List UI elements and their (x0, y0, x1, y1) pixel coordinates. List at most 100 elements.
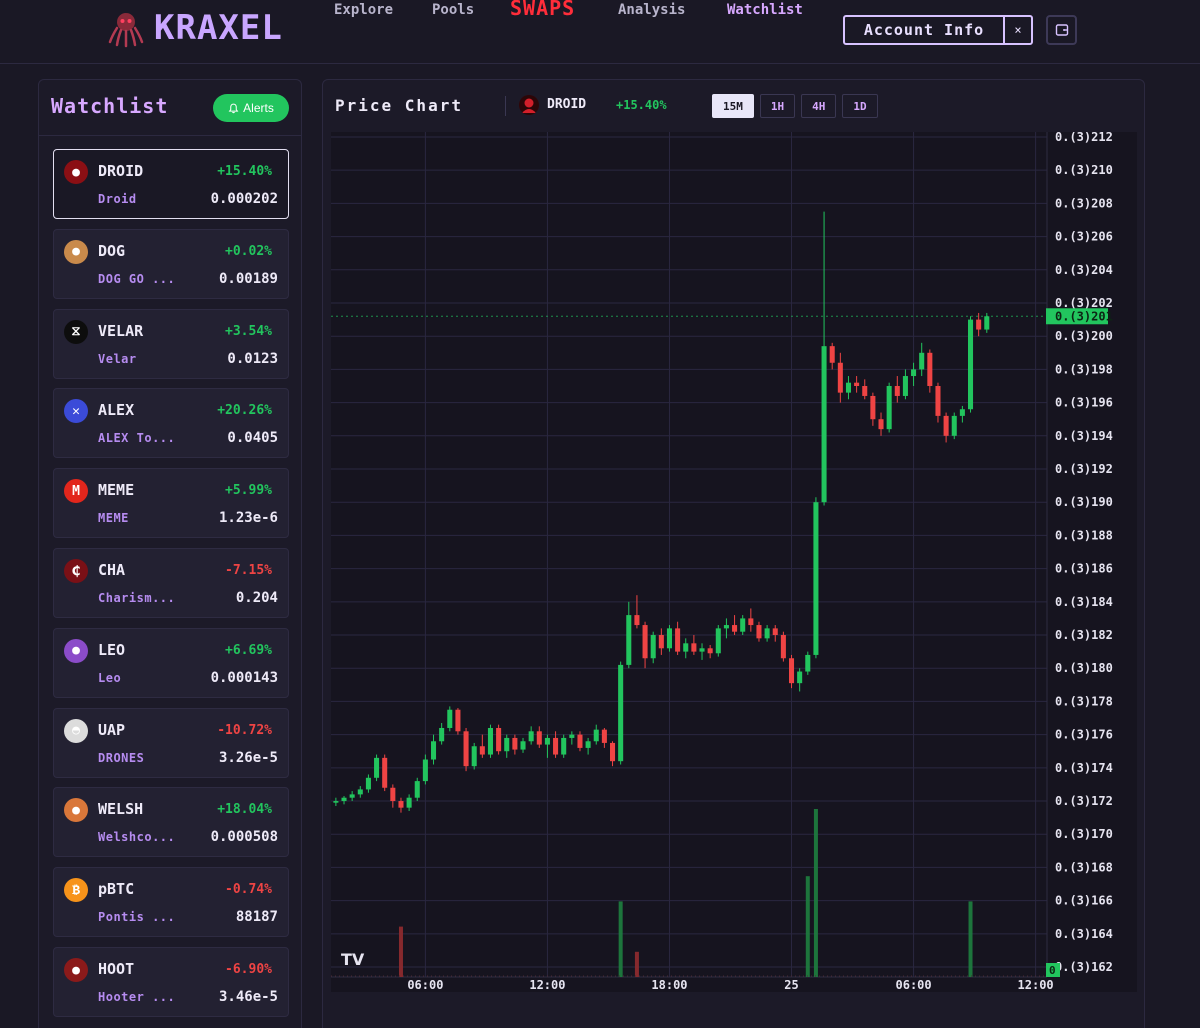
candle-body[interactable] (797, 671, 803, 684)
alerts-button[interactable]: Alerts (213, 94, 289, 122)
candle-body[interactable] (829, 346, 835, 363)
candle-body[interactable] (805, 654, 811, 672)
candle-body[interactable] (618, 664, 624, 762)
candle-body[interactable] (585, 741, 591, 748)
candle-body[interactable] (341, 797, 347, 802)
candle-body[interactable] (919, 352, 925, 370)
candle-body[interactable] (732, 625, 738, 632)
candle-body[interactable] (561, 737, 567, 755)
candle-body[interactable] (626, 615, 632, 665)
candle-body[interactable] (658, 635, 664, 649)
watchlist-item-pbtc[interactable]: ₿ pBTC -0.74% Pontis ... 88187 (53, 867, 289, 938)
candle-body[interactable] (593, 729, 599, 742)
watchlist-item-droid[interactable]: ● DROID +15.40% Droid 0.000202 (53, 149, 289, 219)
candle-body[interactable] (569, 734, 575, 738)
watchlist-item-velar[interactable]: ⧖ VELAR +3.54% Velar 0.0123 (53, 308, 289, 379)
candle-body[interactable] (772, 628, 778, 636)
candle-body[interactable] (577, 734, 583, 748)
candle-body[interactable] (634, 615, 640, 626)
tradingview-logo-icon[interactable]: TV (341, 950, 365, 969)
candle-body[interactable] (487, 727, 493, 755)
candle-body[interactable] (609, 742, 616, 762)
candle-body[interactable] (430, 741, 437, 760)
watchlist-item-alex[interactable]: ✕ ALEX +20.26% ALEX To... 0.0405 (53, 388, 289, 459)
candle-body[interactable] (740, 618, 746, 632)
candle-body[interactable] (357, 789, 363, 795)
candle-body[interactable] (821, 346, 827, 503)
candle-body[interactable] (927, 352, 933, 386)
watchlist-item-hoot[interactable]: ● HOOT -6.90% Hooter ... 3.46e-5 (53, 947, 289, 1017)
candle-body[interactable] (333, 801, 339, 803)
candle-body[interactable] (723, 625, 729, 629)
candle-body[interactable] (382, 757, 388, 788)
candle-body[interactable] (878, 419, 884, 430)
candle-body[interactable] (479, 746, 485, 755)
candle-body[interactable] (642, 625, 648, 659)
candle-body[interactable] (666, 628, 672, 649)
candle-body[interactable] (675, 628, 681, 652)
timeframe-1h-button[interactable]: 1H (759, 94, 796, 118)
candle-body[interactable] (943, 415, 949, 436)
candle-body[interactable] (764, 628, 770, 639)
chart-canvas[interactable]: 0.(3)212 0.(3)210 0.(3)208 0.(3)206 0.(3)204… (331, 130, 1137, 992)
nav-analysis[interactable]: Analysis (618, 2, 686, 18)
candle-body[interactable] (439, 727, 445, 742)
candle-body[interactable] (544, 737, 550, 745)
candle-body[interactable] (780, 635, 786, 659)
candle-body[interactable] (862, 385, 868, 396)
timeframe-1d-button[interactable]: 1D (842, 94, 878, 118)
watchlist-item-cha[interactable]: ₵ CHA -7.15% Charism... 0.204 (53, 548, 289, 618)
candle-body[interactable] (520, 741, 526, 750)
candle-body[interactable] (837, 362, 843, 393)
candle-body[interactable] (683, 643, 689, 652)
candle-body[interactable] (951, 415, 957, 436)
candle-body[interactable] (707, 648, 713, 654)
watchlist-item-meme[interactable]: M MEME +5.99% MEME 1.23e-6 (53, 468, 289, 539)
candle-body[interactable] (886, 385, 892, 430)
candle-body[interactable] (414, 781, 420, 798)
candle-body[interactable] (691, 643, 697, 652)
candle-body[interactable] (845, 382, 851, 393)
watchlist-item-dog[interactable]: ● DOG +0.02% DOG GO ... 0.00189 (53, 228, 289, 299)
candle-body[interactable] (959, 409, 965, 416)
account-close-button[interactable]: × (1003, 17, 1031, 43)
candle-body[interactable] (536, 731, 542, 745)
candle-body[interactable] (422, 759, 428, 782)
candle-body[interactable] (756, 625, 762, 639)
candle-body[interactable] (650, 635, 656, 659)
candle-body[interactable] (349, 794, 355, 798)
nav-swaps[interactable]: SWAPS (510, 0, 576, 20)
candle-body[interactable] (715, 628, 721, 654)
candle-body[interactable] (813, 502, 819, 655)
candle-body[interactable] (512, 737, 518, 750)
candle-body[interactable] (911, 369, 917, 377)
candle-body[interactable] (870, 395, 876, 420)
candle-body[interactable] (390, 787, 396, 802)
candle-body[interactable] (935, 385, 941, 416)
timeframe-4h-button[interactable]: 4H (801, 94, 837, 118)
timeframe-15m-button[interactable]: 15M (712, 94, 754, 118)
candle-body[interactable] (854, 382, 860, 386)
brand-logo[interactable]: KRAXEL (106, 8, 283, 48)
candle-body[interactable] (967, 319, 974, 410)
candle-body[interactable] (748, 618, 754, 626)
candle-body[interactable] (788, 658, 795, 684)
candle-body[interactable] (365, 777, 371, 790)
candle-body[interactable] (894, 385, 900, 396)
account-info-button[interactable]: Account Info × (843, 15, 1033, 45)
candle-body[interactable] (504, 737, 510, 752)
candle-body[interactable] (463, 731, 469, 767)
candlestick-chart[interactable]: 0.(3)212 0.(3)210 0.(3)208 0.(3)206 0.(3)204… (331, 130, 1137, 992)
nav-pools[interactable]: Pools (432, 2, 475, 18)
watchlist-item-leo[interactable]: ● LEO +6.69% Leo 0.000143 (53, 627, 289, 698)
candle-body[interactable] (699, 648, 705, 652)
candle-body[interactable] (601, 729, 607, 743)
candle-body[interactable] (398, 801, 404, 808)
candle-body[interactable] (455, 709, 461, 732)
candle-body[interactable] (984, 316, 990, 330)
candle-body[interactable] (374, 757, 380, 778)
watchlist-item-welsh[interactable]: ● WELSH +18.04% Welshco... 0.000508 (53, 787, 289, 858)
candle-body[interactable] (976, 319, 982, 330)
candle-body[interactable] (553, 737, 559, 755)
candle-body[interactable] (902, 376, 908, 396)
